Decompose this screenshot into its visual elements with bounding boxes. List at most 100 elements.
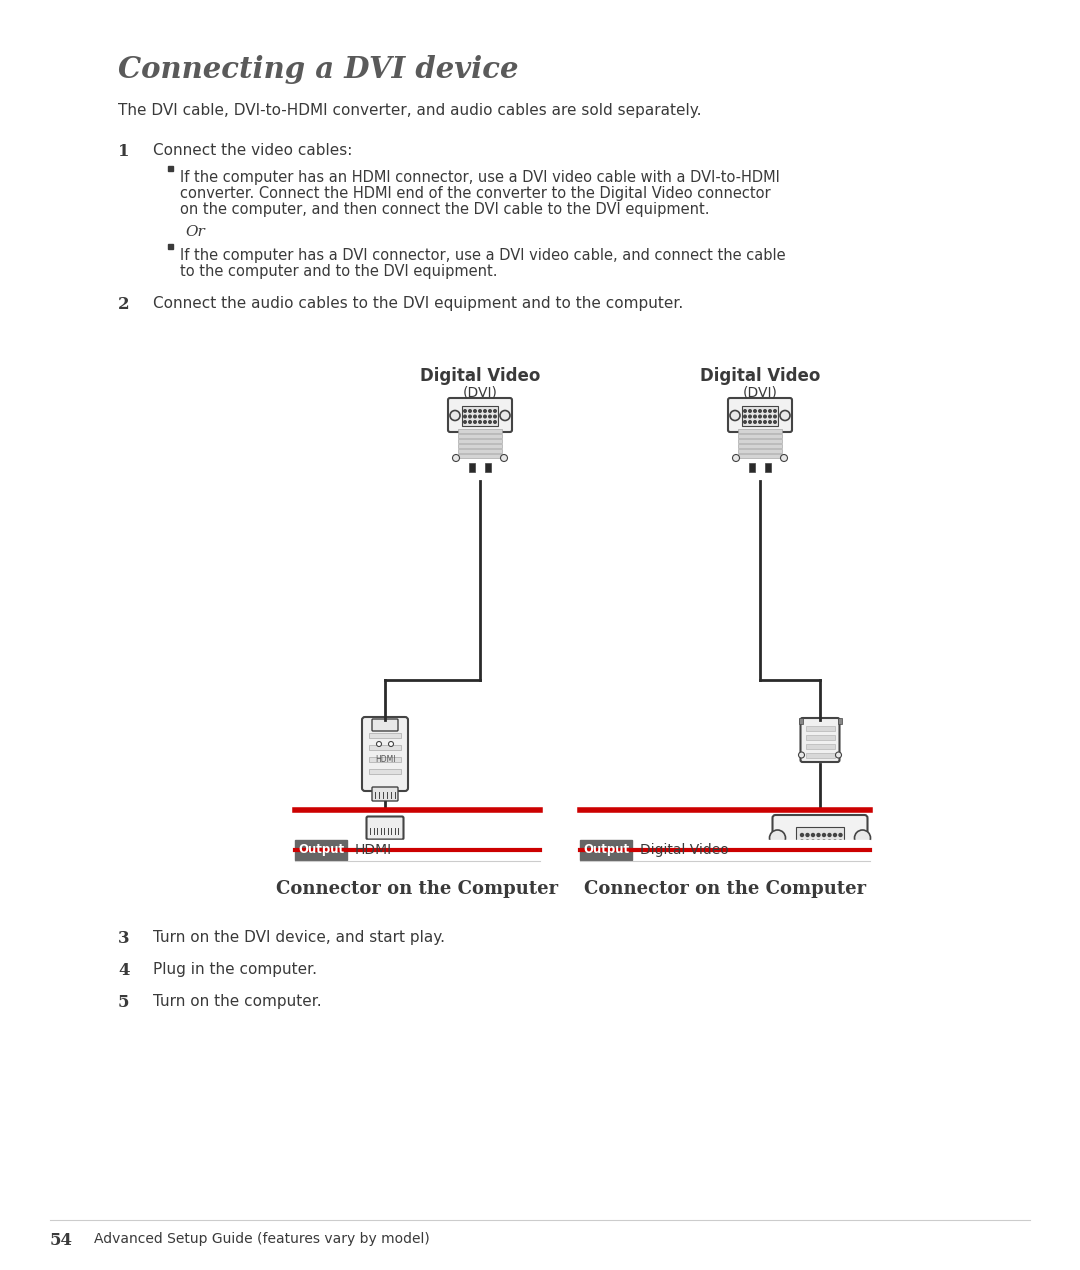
Circle shape [811,839,814,843]
Circle shape [474,410,476,413]
Bar [458,429,502,433]
Circle shape [823,839,825,843]
Bar [168,166,173,171]
Circle shape [834,839,837,843]
Text: HDMI: HDMI [355,843,392,857]
Circle shape [773,410,777,413]
Bar [458,439,502,443]
Circle shape [854,831,870,846]
Circle shape [377,742,381,747]
Circle shape [484,420,486,423]
FancyBboxPatch shape [362,718,408,791]
Circle shape [780,410,789,420]
Circle shape [759,420,761,423]
Circle shape [463,415,467,418]
Bar [806,753,835,758]
Circle shape [816,847,820,850]
Circle shape [800,847,804,850]
Text: Digital Video: Digital Video [640,843,729,857]
Bar [738,434,782,438]
Circle shape [823,833,825,837]
Circle shape [806,833,809,837]
Circle shape [806,839,809,843]
Circle shape [800,839,804,843]
Bar [369,770,401,773]
Circle shape [764,415,767,418]
Text: Or: Or [185,225,205,239]
Text: Turn on the computer.: Turn on the computer. [153,994,322,1008]
Circle shape [488,420,491,423]
Circle shape [798,752,805,758]
Bar [806,726,835,732]
Text: Connector on the Computer: Connector on the Computer [276,880,558,898]
Circle shape [823,847,825,850]
Bar [369,757,401,762]
Bar [738,439,782,443]
Circle shape [773,420,777,423]
Bar [369,745,401,751]
Text: 1: 1 [118,144,130,160]
Text: on the computer, and then connect the DVI cable to the DVI equipment.: on the computer, and then connect the DV… [180,202,710,217]
FancyBboxPatch shape [800,718,839,762]
Bar [738,429,782,433]
Bar [458,450,502,453]
Text: Digital Video: Digital Video [700,367,820,385]
Circle shape [839,847,842,850]
Bar [458,453,502,458]
Bar [806,735,835,740]
Text: Output: Output [298,843,345,856]
Bar [765,464,771,472]
Circle shape [811,833,814,837]
Bar [750,464,755,472]
Text: If the computer has a DVI connector, use a DVI video cable, and connect the cabl: If the computer has a DVI connector, use… [180,248,785,263]
Bar [738,453,782,458]
Text: (DVI): (DVI) [462,385,498,399]
Text: Digital Video: Digital Video [420,367,540,385]
Circle shape [764,410,767,413]
Circle shape [474,420,476,423]
FancyBboxPatch shape [366,817,404,839]
Circle shape [839,839,842,843]
Circle shape [494,415,497,418]
Circle shape [773,415,777,418]
Circle shape [744,420,746,423]
FancyBboxPatch shape [728,398,792,432]
Text: Output: Output [583,843,629,856]
Text: 2: 2 [118,296,130,312]
Text: 4: 4 [118,961,130,979]
Circle shape [478,420,482,423]
Circle shape [759,410,761,413]
Text: Connect the audio cables to the DVI equipment and to the computer.: Connect the audio cables to the DVI equi… [153,296,684,311]
Circle shape [748,415,752,418]
Circle shape [754,415,756,418]
Circle shape [494,420,497,423]
Bar [485,464,491,472]
Circle shape [484,415,486,418]
FancyBboxPatch shape [772,815,867,859]
Text: Connector on the Computer: Connector on the Computer [584,880,866,898]
Circle shape [732,455,740,461]
Text: Turn on the DVI device, and start play.: Turn on the DVI device, and start play. [153,930,445,945]
Bar [580,839,870,860]
Circle shape [478,410,482,413]
Circle shape [781,455,787,461]
Bar [369,733,401,738]
Bar [462,406,498,425]
Bar [458,434,502,438]
Bar [295,839,347,860]
Bar [738,444,782,448]
Circle shape [469,410,471,413]
Text: converter. Connect the HDMI end of the converter to the Digital Video connector: converter. Connect the HDMI end of the c… [180,185,771,201]
Circle shape [828,833,831,837]
Circle shape [463,410,467,413]
Text: Advanced Setup Guide (features vary by model): Advanced Setup Guide (features vary by m… [94,1232,430,1246]
Circle shape [488,415,491,418]
FancyBboxPatch shape [372,787,399,801]
Circle shape [811,847,814,850]
Circle shape [828,847,831,850]
Circle shape [828,839,831,843]
Circle shape [759,415,761,418]
Circle shape [800,833,804,837]
Circle shape [839,833,842,837]
Text: 3: 3 [118,930,130,947]
